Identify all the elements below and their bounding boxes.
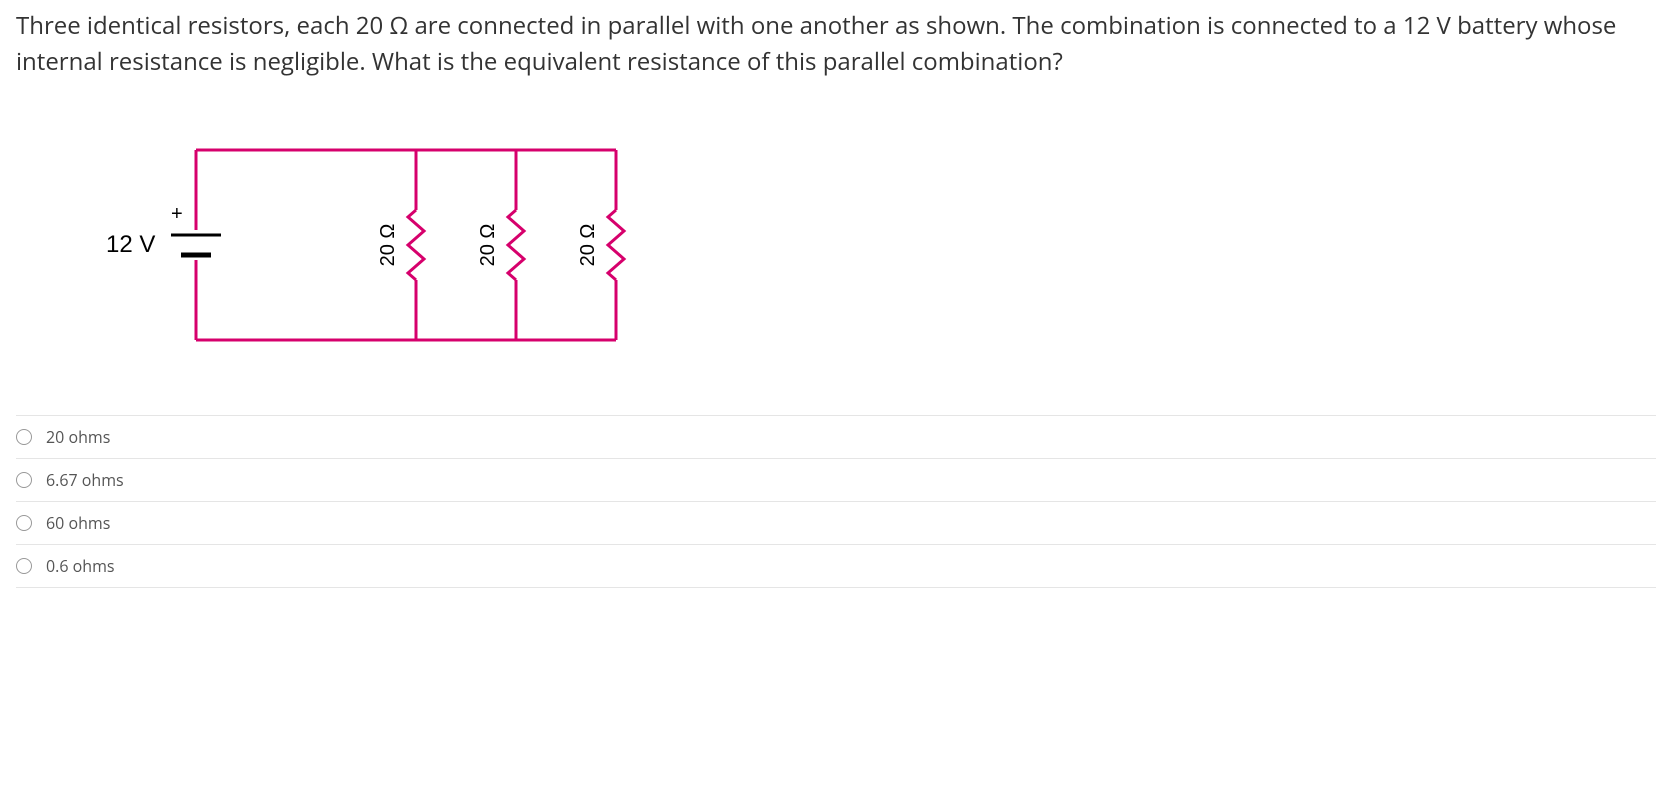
resistor-label-1: 20 Ω: [377, 224, 399, 267]
resistor-icon: [408, 210, 424, 280]
resistor-label-3: 20 Ω: [577, 224, 599, 267]
option-row[interactable]: 0.6 ohms: [16, 544, 1656, 588]
option-label: 0.6 ohms: [46, 555, 115, 577]
battery-plus-label: +: [171, 203, 183, 225]
resistor-icon: [508, 210, 524, 280]
answer-options: 20 ohms 6.67 ohms 60 ohms 0.6 ohms: [16, 415, 1656, 588]
radio-icon[interactable]: [16, 515, 32, 531]
radio-icon[interactable]: [16, 472, 32, 488]
option-label: 6.67 ohms: [46, 469, 124, 491]
question-text: Three identical resistors, each 20 Ω are…: [16, 8, 1656, 80]
radio-icon[interactable]: [16, 558, 32, 574]
radio-icon[interactable]: [16, 429, 32, 445]
question-prefix: Three identical resistors, each 20: [16, 9, 389, 42]
option-label: 60 ohms: [46, 512, 110, 534]
option-row[interactable]: 20 ohms: [16, 415, 1656, 458]
option-row[interactable]: 6.67 ohms: [16, 458, 1656, 501]
resistor-branch-2: 20 Ω: [477, 150, 524, 340]
resistor-branch-3: 20 Ω: [577, 150, 624, 340]
resistor-icon: [608, 210, 624, 280]
circuit-diagram: + 12 V 20 Ω 20 Ω 20 Ω: [76, 120, 1656, 385]
battery-voltage-label: 12 V: [106, 231, 155, 258]
option-row[interactable]: 60 ohms: [16, 501, 1656, 544]
resistor-branch-1: 20 Ω: [377, 150, 424, 340]
ohm-symbol: Ω: [389, 9, 408, 42]
option-label: 20 ohms: [46, 426, 110, 448]
resistor-label-2: 20 Ω: [477, 224, 499, 267]
